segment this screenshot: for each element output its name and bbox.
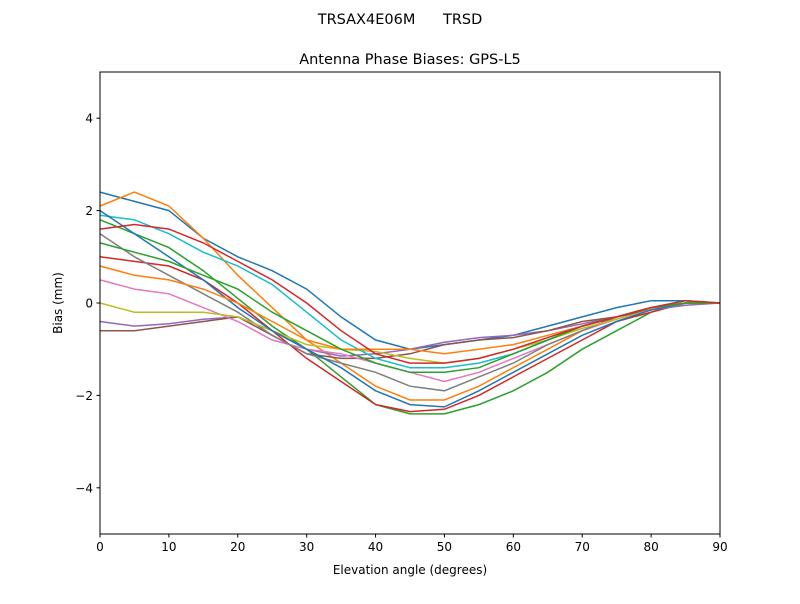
series-line-8 [99,302,720,364]
y-tick-label: 2 [85,204,93,218]
chart-title: Antenna Phase Biases: GPS-L5 [299,52,521,68]
y-ticks: −4 −2 0 2 4 [75,112,100,495]
x-tick-label: 50 [437,540,452,554]
series-line-6 [99,279,720,383]
series-lines [99,191,721,415]
series-line-4 [99,302,721,357]
series-line-5 [100,302,720,360]
x-tick-label: 60 [506,540,521,554]
x-tick-label: 10 [161,540,176,554]
chart-suptitle: TRSAX4E06M TRSD [317,12,483,28]
series-line-11 [99,265,720,355]
series-line-3 [99,256,720,413]
x-ticks: 0 10 20 30 40 50 60 70 80 90 [96,534,728,554]
x-axis-label: Elevation angle (degrees) [333,563,487,577]
x-tick-label: 20 [230,540,245,554]
series-line-2 [99,219,720,415]
series-line-12 [99,242,720,374]
y-tick-label: −2 [75,389,93,403]
x-tick-label: 90 [712,540,727,554]
x-tick-label: 40 [368,540,383,554]
series-line-1 [99,191,721,401]
series-line-10 [99,209,720,408]
y-tick-label: 0 [85,297,93,311]
x-tick-label: 80 [643,540,658,554]
y-tick-label: −4 [75,481,93,495]
y-tick-label: 4 [85,112,93,126]
y-axis-label: Bias (mm) [51,272,65,334]
x-tick-label: 30 [299,540,314,554]
series-line-13 [99,223,721,364]
x-tick-label: 70 [575,540,590,554]
x-tick-label: 0 [96,540,104,554]
